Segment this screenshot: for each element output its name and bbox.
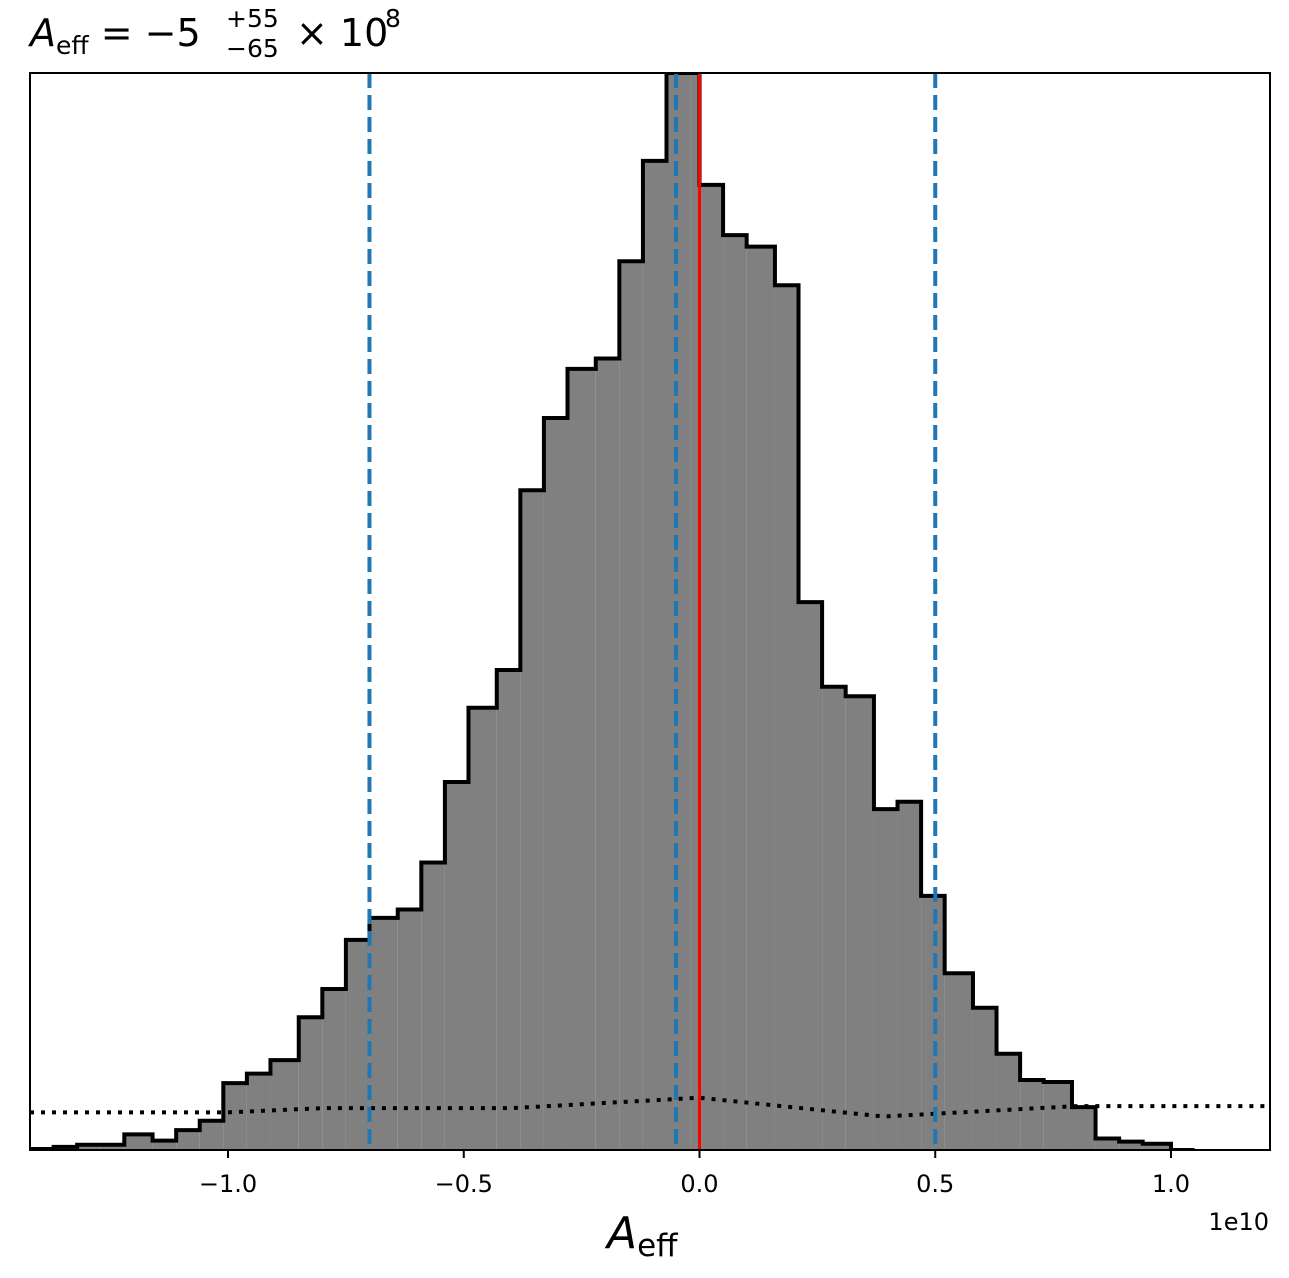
x-tick-label: 0.0: [680, 1170, 718, 1198]
title-equals: = −5: [89, 11, 201, 55]
histogram-bar: [996, 1053, 1021, 1150]
histogram-bar: [845, 696, 874, 1150]
histogram-bar: [369, 917, 398, 1150]
histogram-bar: [322, 988, 346, 1150]
x-tick-label: 0.5: [916, 1170, 954, 1198]
histogram-bar: [595, 358, 620, 1150]
histogram-bar: [1043, 1082, 1072, 1150]
xlabel-subscript: eff: [637, 1228, 678, 1264]
chart-title: Aeff = −5 +55 −65 × 10 8: [27, 4, 401, 63]
histogram-bar: [1119, 1141, 1143, 1150]
histogram-bar: [468, 707, 497, 1150]
x-tick-label: −1.0: [199, 1170, 257, 1198]
histogram-bar: [921, 895, 945, 1150]
histogram-bar: [543, 418, 568, 1150]
title-times: × 10: [296, 11, 388, 55]
histogram-bar: [822, 686, 846, 1150]
title-symbol: A: [27, 11, 56, 55]
prior-dotted-line: [30, 1095, 1270, 1119]
histogram-bar: [774, 285, 799, 1150]
histogram-bar: [199, 1120, 224, 1150]
histogram-bar: [897, 801, 922, 1150]
plot-frame: [29, 72, 1271, 1151]
histogram-bar: [246, 1073, 271, 1150]
histogram-bar: [100, 1144, 125, 1150]
histogram-outline: [30, 73, 1195, 1150]
x-offset-label: 1e10: [1208, 1208, 1269, 1236]
histogram-bar: [1071, 1107, 1096, 1150]
histogram-bar: [666, 73, 691, 1150]
histogram-bar: [723, 235, 747, 1150]
histogram-bar: [298, 1017, 323, 1150]
prior-line: [30, 1095, 1270, 1119]
histogram-bar: [1095, 1138, 1120, 1150]
histogram-bar: [124, 1134, 153, 1150]
histogram-bar: [421, 862, 445, 1150]
x-axis: −1.0 −0.5 0.0 0.5 1.0: [199, 1150, 1190, 1198]
histogram-bar: [444, 781, 469, 1150]
histogram-bar: [690, 73, 700, 1150]
histogram-bar: [176, 1130, 200, 1150]
title-lower-error: −65: [226, 34, 279, 63]
histogram-bar: [746, 246, 775, 1150]
x-axis-label: Aeff: [604, 1208, 678, 1264]
svg-text:Aeff = −5: Aeff = −5: [27, 11, 201, 60]
title-exponent: 8: [385, 4, 401, 33]
x-tick-label: 1.0: [1152, 1170, 1190, 1198]
histogram-bar: [496, 670, 521, 1150]
histogram-bar: [1020, 1079, 1044, 1150]
histogram-bar: [77, 1144, 101, 1150]
title-subscript: eff: [56, 31, 89, 60]
histogram-bar: [972, 1007, 997, 1150]
histogram-bar: [642, 160, 667, 1150]
x-tick-label: −0.5: [435, 1170, 493, 1198]
histogram-bar: [798, 602, 823, 1150]
title-upper-error: +55: [226, 4, 279, 33]
histogram-bar: [873, 809, 898, 1150]
histogram-bar: [345, 939, 370, 1150]
histogram-bar: [223, 1083, 247, 1150]
histogram-bar: [152, 1140, 177, 1150]
histogram-bar: [520, 490, 544, 1150]
quantile-lines: [367, 73, 938, 1150]
histogram-bar: [270, 1060, 299, 1150]
histogram-bar: [944, 973, 973, 1150]
histogram-bar: [619, 261, 643, 1150]
histogram-bar: [699, 184, 724, 1150]
xlabel-symbol: A: [604, 1208, 637, 1259]
histogram: [30, 73, 1195, 1150]
histogram-bar: [1142, 1143, 1171, 1150]
histogram-bar: [397, 909, 422, 1150]
histogram-bar: [567, 368, 596, 1150]
